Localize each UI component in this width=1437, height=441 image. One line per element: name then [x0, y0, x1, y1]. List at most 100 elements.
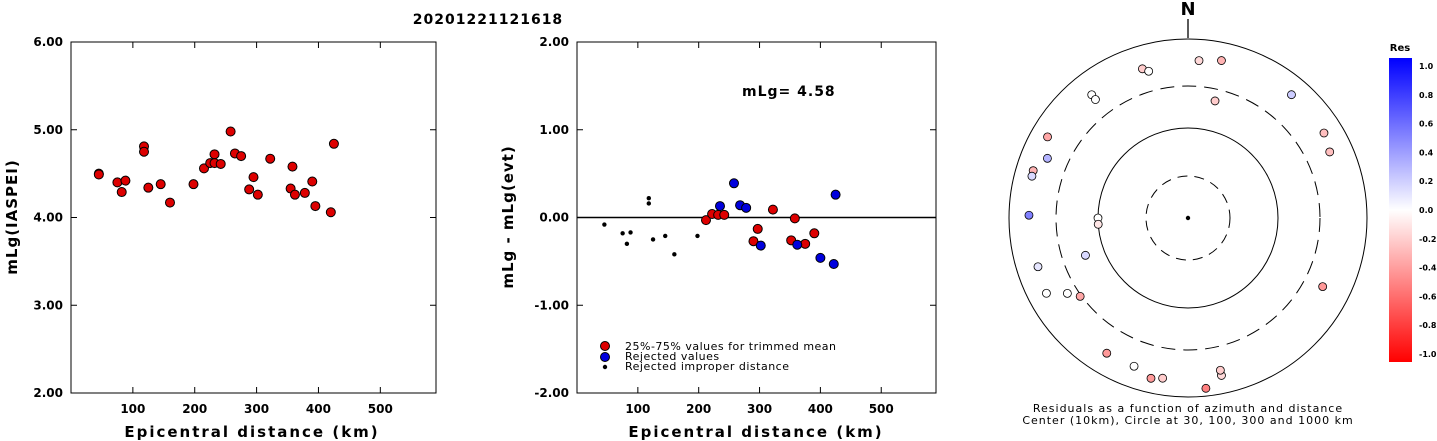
improper-distance-point [620, 231, 625, 236]
mlg-point [287, 161, 298, 172]
colorbar-tick-label: 0.8 [1419, 91, 1434, 100]
mlg-point [215, 158, 226, 169]
station-point [1144, 66, 1154, 76]
colorbar-tick-label: -0.4 [1419, 264, 1437, 273]
station-point [1287, 90, 1296, 100]
improper-distance-point [602, 222, 607, 227]
colorbar-tick-label: -1.0 [1419, 350, 1437, 359]
colorbar-tick-label: -0.2 [1419, 235, 1437, 244]
station-point [1027, 171, 1037, 181]
middle-y-tick-label: -1.00 [534, 298, 569, 312]
colorbar-tick-label: 0.4 [1419, 148, 1434, 157]
trimmed-mean-point [752, 223, 763, 234]
station-point [1158, 373, 1168, 383]
middle-x-tick-label: 200 [686, 402, 711, 416]
colorbar-tick-label: -0.6 [1419, 292, 1437, 301]
ring-1000km [1008, 38, 1368, 398]
legend-label-improper-distance: Rejected improper distance [625, 360, 790, 373]
trimmed-mean-point [767, 204, 778, 215]
trimmed-mean-point [719, 209, 730, 220]
mlg-point [225, 126, 236, 137]
middle-x-tick-label: 400 [808, 402, 833, 416]
station-point [1075, 291, 1085, 301]
station-point [1042, 288, 1051, 298]
colorbar: Res 1.0 0.8 0.6 0.4 0.2 0.0 -0.2 -0.4 -0.6 -0.8 -1… [1389, 43, 1437, 362]
station-point [1215, 365, 1225, 375]
trimmed-mean-point [700, 215, 711, 226]
colorbar-tick-label: 0.6 [1419, 120, 1434, 129]
station-point [1325, 147, 1335, 157]
left-plot-frame [70, 41, 437, 394]
colorbar-gradient [1389, 58, 1412, 362]
colorbar-tick-label: -0.8 [1419, 321, 1437, 330]
left-y-tick-label: 5.00 [33, 123, 63, 137]
station-point [1062, 288, 1072, 298]
rejected-point [830, 189, 841, 200]
mlg-point [310, 201, 321, 212]
rejected-point [792, 239, 803, 250]
mlg-point [120, 175, 131, 186]
improper-distance-point [672, 252, 677, 257]
station-point [1043, 132, 1052, 142]
trimmed-mean-point [748, 236, 759, 247]
north-label: N [1180, 0, 1195, 20]
rejected-point [815, 252, 826, 263]
station-point [1093, 219, 1103, 229]
rejected-point [828, 259, 839, 270]
left-x-tick-label: 500 [368, 402, 393, 416]
station-point [1318, 282, 1328, 292]
rejected-point [714, 201, 725, 212]
mlg-distance-panel: 100 200 300 400 500 2.00 3.00 4.00 5.00 6.00 Epic… [3, 35, 437, 441]
ring-30km [1145, 175, 1231, 261]
colorbar-title: Res [1390, 43, 1410, 54]
mlg-point [325, 207, 336, 218]
station-point [1319, 128, 1329, 138]
middle-y-tick-label: 2.00 [539, 35, 569, 49]
mlg-annotation: mLg= 4.58 [742, 84, 836, 100]
mlg-point [139, 146, 149, 157]
left-x-axis-label: Epicentral distance (km) [124, 423, 379, 441]
mlg-point [155, 179, 166, 190]
middle-x-tick-label: 100 [625, 402, 650, 416]
mlg-point [236, 151, 247, 162]
station-point [1129, 361, 1139, 371]
colorbar-tick-label: 1.0 [1419, 62, 1434, 71]
improper-distance-point [646, 201, 651, 206]
residual-distance-panel: 100 200 300 400 500 -2.00 -1.00 0.00 1.00 2.00 mL… [499, 35, 937, 441]
figure-title: 20201221121618 [413, 12, 563, 28]
left-x-tick-label: 300 [244, 402, 269, 416]
station-point [1081, 250, 1090, 260]
station-point [1194, 56, 1204, 66]
mlg-point [209, 149, 220, 160]
polar-caption-line2: Center (10km), Circle at 30, 100, 300 an… [1022, 414, 1353, 427]
mlg-point [188, 179, 199, 190]
station-point [1033, 262, 1043, 272]
middle-x-tick-label: 500 [869, 402, 894, 416]
improper-distance-point [663, 233, 668, 239]
mlg-point [244, 184, 255, 195]
polar-center-dot [1185, 215, 1191, 221]
azimuth-polar-panel: N Residuals as a function of azimuth and… [1008, 0, 1368, 427]
mlg-point [116, 187, 127, 198]
left-x-tick-label: 200 [182, 402, 207, 416]
left-y-tick-label: 6.00 [33, 35, 63, 49]
middle-y-tick-label: -2.00 [534, 386, 569, 400]
left-y-tick-label: 2.00 [33, 386, 63, 400]
station-point [1146, 373, 1156, 383]
rejected-point [755, 240, 766, 251]
mlg-point [252, 189, 263, 200]
left-y-tick-label: 4.00 [33, 211, 63, 225]
mlg-point [164, 197, 175, 208]
mlg-point [299, 187, 310, 198]
station-point [1210, 96, 1220, 106]
ring-300km [1055, 85, 1321, 351]
station-point [1043, 153, 1052, 163]
mlg-point [248, 172, 259, 183]
mlg-point [93, 169, 104, 180]
left-x-tick-label: 400 [306, 402, 331, 416]
middle-y-axis-label: mLg - mLg(evt) [499, 145, 517, 288]
left-y-axis-label: mLg(IASPEI) [3, 159, 21, 274]
improper-distance-point [650, 237, 656, 242]
rejected-point [728, 178, 739, 189]
